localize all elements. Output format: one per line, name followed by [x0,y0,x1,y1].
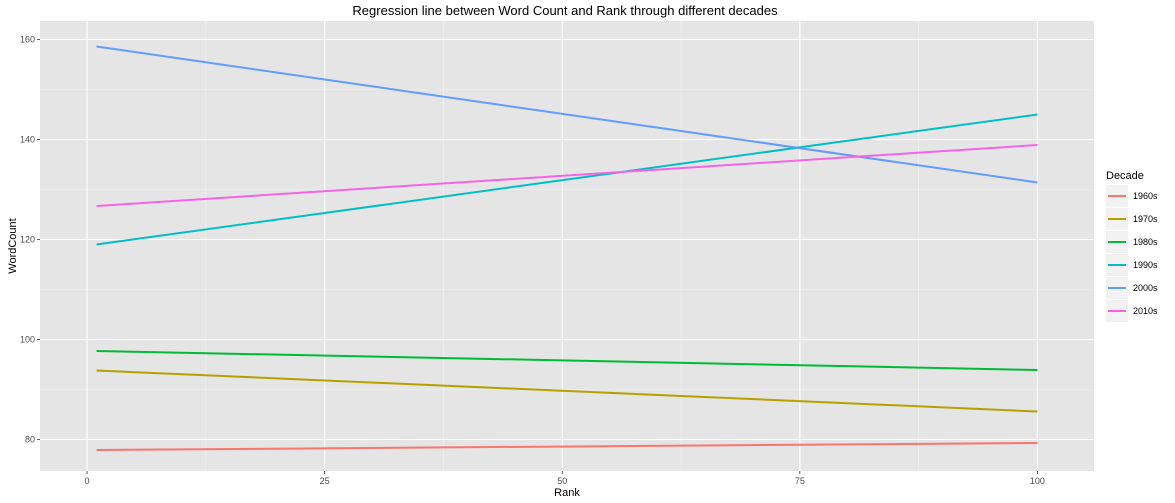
y-axis-ticks: 80 100 120 140 160 [20,35,40,445]
series-line-1960s [96,442,1038,451]
major-gridlines [40,21,1094,471]
legend-item-1970s: 1970s [1106,208,1158,230]
chart-title: Regression line between Word Count and R… [352,3,778,18]
legend-label: 1960s [1133,191,1158,201]
legend-label: 2000s [1133,283,1158,293]
legend-label: 1990s [1133,260,1158,270]
series-lines [96,45,1038,451]
legend-label: 2010s [1133,306,1158,316]
x-tick-label: 0 [85,476,90,486]
x-axis-title: Rank [554,487,580,499]
y-tick-label: 80 [25,435,35,445]
y-axis-title: WordCount [7,218,19,273]
legend-label: 1980s [1133,237,1158,247]
y-tick-label: 160 [20,35,35,45]
legend-item-1980s: 1980s [1106,231,1158,253]
legend-item-2000s: 2000s [1106,277,1158,299]
y-tick-label: 140 [20,135,35,145]
plot-panel [40,21,1094,471]
legend-item-1990s: 1990s [1106,254,1158,276]
legend-label: 1970s [1133,214,1158,224]
x-tick-label: 50 [557,476,567,486]
series-line-1980s [96,350,1038,371]
y-tick-label: 100 [20,335,35,345]
legend-title: Decade [1106,170,1144,182]
series-line-2010s [96,144,1038,207]
series-line-1970s [96,369,1038,413]
x-tick-label: 75 [795,476,805,486]
x-axis-ticks: 0 25 50 75 100 [85,471,1045,486]
legend-item-2010s: 2010s [1106,300,1158,322]
legend-items: 1960s 1970s 1980s 1990s 2000s 2010s [1106,185,1158,322]
x-tick-label: 25 [320,476,330,486]
series-line-2000s [96,45,1038,184]
x-tick-label: 100 [1030,476,1045,486]
y-tick-label: 120 [20,235,35,245]
legend: Decade 1960s 1970s 1980s 1990s 2000s 2010s [1106,170,1158,322]
series-line-1990s [96,113,1038,246]
legend-item-1960s: 1960s [1106,185,1158,207]
